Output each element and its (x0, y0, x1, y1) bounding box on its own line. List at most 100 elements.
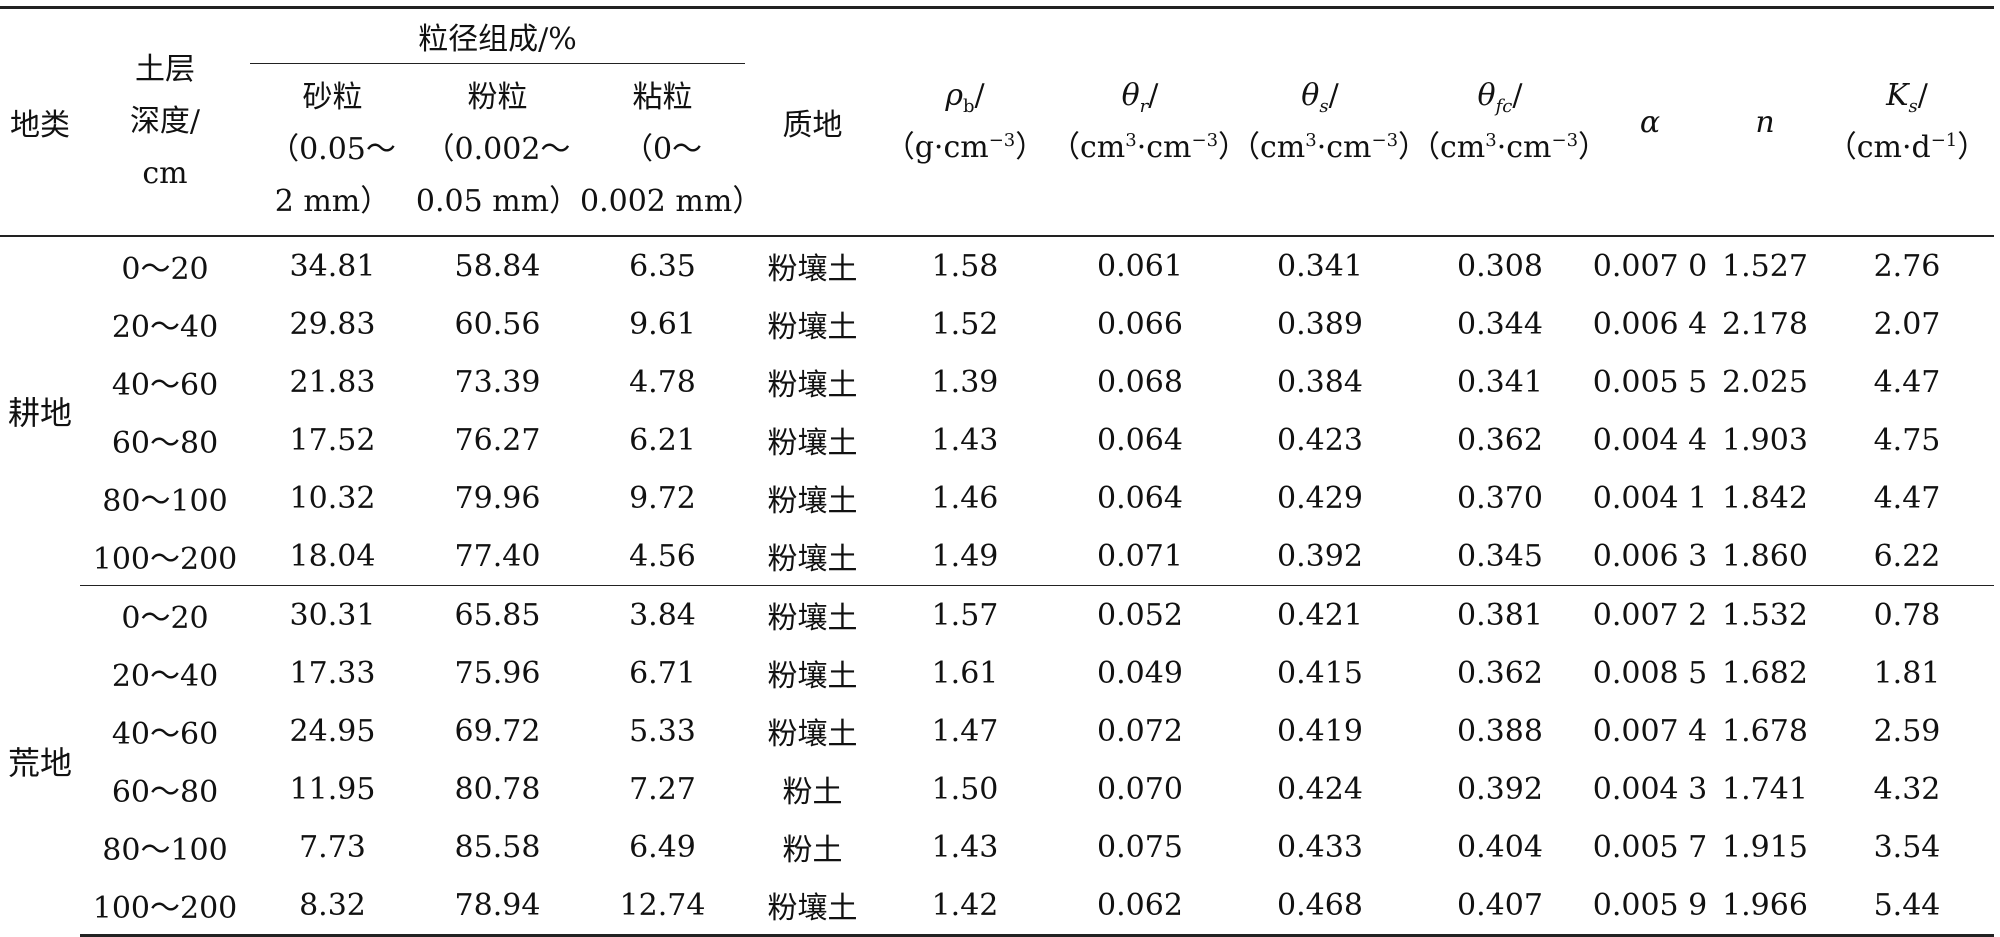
cell-sand: 34.81 (289, 248, 376, 284)
cell-ks: 5.44 (1820, 876, 1994, 937)
cell-rho: 1.47 (931, 713, 999, 749)
theta-unit-mid: ·cm (1496, 130, 1552, 165)
cell-theta-s: 0.389 (1277, 306, 1363, 342)
cell-n: 2.025 (1722, 364, 1808, 400)
rho-unit-sup: −3 (988, 130, 1016, 151)
header-ks: Ks/ （cm·d−1） (1820, 6, 1994, 237)
cell-ks: 1.81 (1873, 655, 1941, 691)
cell-alpha: 0.004 4 (1592, 422, 1708, 458)
cell-sand: 8.32 (250, 876, 415, 937)
header-n: n (1710, 6, 1820, 237)
cell-texture: 粉壤土 (767, 484, 858, 519)
cell-theta-fc: 0.308 (1457, 248, 1543, 284)
theta-unit-sup1: 3 (1305, 130, 1317, 151)
cell-depth: 100～200 (80, 527, 250, 586)
table-row: 20～40 29.83 60.56 9.61 粉壤土 1.52 0.066 0.389 0.34… (0, 295, 1994, 353)
theta-unit-sup1: 3 (1125, 130, 1137, 151)
cell-theta-r: 0.072 (1097, 713, 1183, 749)
theta-symbol: θ (1121, 78, 1140, 113)
header-clay: 粘粒 （0～ 0.002 mm） (580, 63, 762, 237)
cell-theta-s: 0.468 (1230, 876, 1410, 937)
cell-theta-fc: 0.407 (1410, 876, 1590, 937)
cell-clay: 12.74 (580, 876, 745, 937)
rho-unit: （g·cm (884, 130, 989, 165)
cell-theta-s: 0.415 (1277, 655, 1363, 691)
header-depth-line3: cm (142, 156, 188, 191)
cell-silt: 73.39 (454, 364, 541, 400)
cell-theta-s: 0.392 (1230, 527, 1410, 586)
header-texture: 质地 (745, 6, 880, 237)
table-row: 20～40 17.33 75.96 6.71 粉壤土 1.61 0.049 0.415 0.36… (0, 644, 1994, 702)
cell-theta-s: 0.424 (1277, 771, 1363, 807)
slash: / (1328, 78, 1339, 113)
cell-clay: 6.71 (629, 655, 696, 691)
cell-texture: 粉壤土 (767, 368, 858, 403)
cell-texture: 粉壤土 (767, 717, 858, 752)
theta-unit-end: ） (1578, 130, 1609, 165)
cell-sand: 21.83 (289, 364, 376, 400)
cell-clay: 3.84 (629, 597, 696, 633)
slash: / (1917, 78, 1928, 113)
slash: / (974, 78, 985, 113)
cell-silt: 79.96 (454, 480, 541, 516)
cell-theta-fc: 0.388 (1457, 713, 1543, 749)
cell-silt: 85.58 (454, 829, 541, 865)
cell-clay: 9.72 (629, 480, 696, 516)
cell-ks: 4.47 (1873, 480, 1941, 516)
cell-silt: 60.56 (454, 306, 541, 342)
sand-range2: 2 mm） (274, 183, 391, 219)
header-bulk-density: ρb/ （g·cm−3） (880, 6, 1050, 237)
cell-ks: 4.32 (1873, 771, 1941, 807)
cell-theta-s: 0.419 (1277, 713, 1363, 749)
rho-symbol: ρ (945, 78, 963, 113)
header-depth: 土层 深度/ cm (80, 6, 250, 237)
cell-clay: 4.78 (629, 364, 696, 400)
cell-sand: 7.73 (299, 829, 366, 865)
cell-clay: 9.61 (629, 306, 696, 342)
cell-silt: 69.72 (454, 713, 541, 749)
theta-symbol: θ (1477, 78, 1496, 113)
cell-rho: 1.52 (931, 306, 999, 342)
table-row: 40～60 24.95 69.72 5.33 粉壤土 1.47 0.072 0.419 0.38… (0, 702, 1994, 760)
cell-rho: 1.61 (931, 655, 999, 691)
cell-theta-fc: 0.362 (1457, 422, 1543, 458)
theta-symbol: θ (1301, 78, 1320, 113)
cell-rho: 1.50 (931, 771, 999, 807)
cell-theta-fc: 0.345 (1410, 527, 1590, 586)
cell-n: 2.178 (1722, 306, 1808, 342)
soil-properties-table: 地类 土层 深度/ cm 粒径组成/% 质地 ρb/ （g·cm−3） θr/ … (0, 6, 1994, 937)
cell-rho: 1.43 (931, 829, 999, 865)
cell-n: 1.532 (1722, 597, 1808, 633)
cell-depth: 100～200 (80, 876, 250, 937)
cell-theta-r: 0.075 (1097, 829, 1183, 865)
theta-unit-sup2: −3 (1551, 130, 1579, 151)
cell-alpha: 0.007 2 (1592, 597, 1708, 633)
cell-clay: 4.56 (580, 527, 745, 586)
table-row: 40～60 21.83 73.39 4.78 粉壤土 1.39 0.068 0.384 0.34… (0, 353, 1994, 411)
theta-unit-sup2: −3 (1191, 130, 1219, 151)
cell-clay: 6.21 (629, 422, 696, 458)
cell-ks: 3.54 (1873, 829, 1941, 865)
cell-sand: 10.32 (289, 480, 376, 516)
cell-texture: 粉土 (782, 833, 843, 868)
cell-n: 1.860 (1710, 527, 1820, 586)
cell-sand: 11.95 (289, 771, 376, 807)
cell-theta-fc: 0.381 (1457, 597, 1543, 633)
cell-n: 1.842 (1722, 480, 1808, 516)
table-row: 60～80 11.95 80.78 7.27 粉土 1.50 0.070 0.424 0.392… (0, 760, 1994, 818)
cell-alpha: 0.007 4 (1592, 713, 1708, 749)
cell-texture: 粉壤土 (767, 310, 858, 345)
cell-ks: 2.07 (1873, 306, 1941, 342)
cell-alpha: 0.004 1 (1592, 480, 1708, 516)
theta-unit-sup1: 3 (1485, 130, 1497, 151)
cell-n: 1.682 (1722, 655, 1808, 691)
sand-range1: （0.05～ (269, 131, 396, 167)
cell-silt: 58.84 (454, 248, 541, 284)
cell-depth: 40～60 (111, 368, 219, 403)
ks-unit-sup: −1 (1930, 130, 1958, 151)
header-depth-line1: 土层 (135, 52, 195, 87)
cell-theta-r: 0.066 (1097, 306, 1183, 342)
cell-alpha: 0.005 9 (1590, 876, 1710, 937)
clay-range1: （0～ (622, 131, 703, 167)
cell-silt: 75.96 (454, 655, 541, 691)
